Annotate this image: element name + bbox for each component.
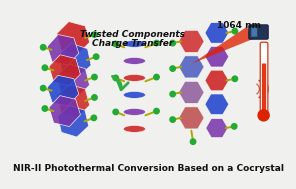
FancyBboxPatch shape: [260, 42, 268, 114]
Polygon shape: [49, 55, 81, 86]
Circle shape: [92, 32, 97, 37]
Polygon shape: [59, 43, 91, 77]
Polygon shape: [57, 22, 90, 54]
Polygon shape: [49, 96, 81, 126]
Polygon shape: [178, 107, 204, 129]
Circle shape: [113, 41, 118, 47]
Circle shape: [41, 45, 46, 50]
Text: 1064 nm: 1064 nm: [217, 21, 261, 30]
Circle shape: [190, 139, 196, 144]
Polygon shape: [57, 64, 89, 97]
Polygon shape: [178, 56, 204, 78]
Text: Twisted Components: Twisted Components: [80, 30, 185, 39]
Circle shape: [113, 109, 118, 115]
Polygon shape: [205, 46, 229, 67]
Circle shape: [170, 40, 175, 46]
Ellipse shape: [123, 108, 145, 115]
FancyBboxPatch shape: [251, 27, 257, 37]
Circle shape: [170, 66, 175, 71]
Polygon shape: [57, 84, 90, 117]
Circle shape: [231, 124, 237, 129]
FancyBboxPatch shape: [262, 64, 266, 111]
Circle shape: [258, 110, 269, 121]
Ellipse shape: [123, 74, 145, 81]
Ellipse shape: [123, 91, 145, 98]
Ellipse shape: [123, 57, 145, 64]
Ellipse shape: [123, 125, 145, 132]
Circle shape: [92, 74, 97, 80]
Circle shape: [154, 40, 159, 46]
Polygon shape: [205, 22, 229, 43]
Text: Charge Transfer: Charge Transfer: [92, 39, 173, 48]
Text: NIR-II Photothermal Conversion Based on a Cocrystal: NIR-II Photothermal Conversion Based on …: [12, 164, 284, 173]
Circle shape: [92, 95, 97, 100]
Circle shape: [232, 29, 238, 34]
Circle shape: [42, 106, 48, 111]
Circle shape: [170, 117, 175, 122]
Circle shape: [113, 75, 118, 81]
Polygon shape: [47, 35, 79, 65]
Polygon shape: [178, 81, 204, 103]
Polygon shape: [206, 119, 228, 138]
Circle shape: [154, 74, 159, 80]
Circle shape: [91, 115, 96, 121]
Circle shape: [232, 76, 238, 81]
Circle shape: [170, 91, 175, 97]
Polygon shape: [205, 70, 229, 91]
FancyBboxPatch shape: [249, 25, 268, 39]
Polygon shape: [192, 27, 253, 64]
Polygon shape: [205, 94, 229, 115]
Circle shape: [154, 108, 159, 114]
Circle shape: [42, 65, 48, 70]
Ellipse shape: [123, 40, 145, 47]
Polygon shape: [58, 105, 89, 137]
Polygon shape: [47, 75, 79, 106]
FancyArrowPatch shape: [112, 76, 128, 90]
Circle shape: [94, 54, 99, 59]
Circle shape: [41, 85, 46, 91]
Polygon shape: [178, 30, 204, 52]
